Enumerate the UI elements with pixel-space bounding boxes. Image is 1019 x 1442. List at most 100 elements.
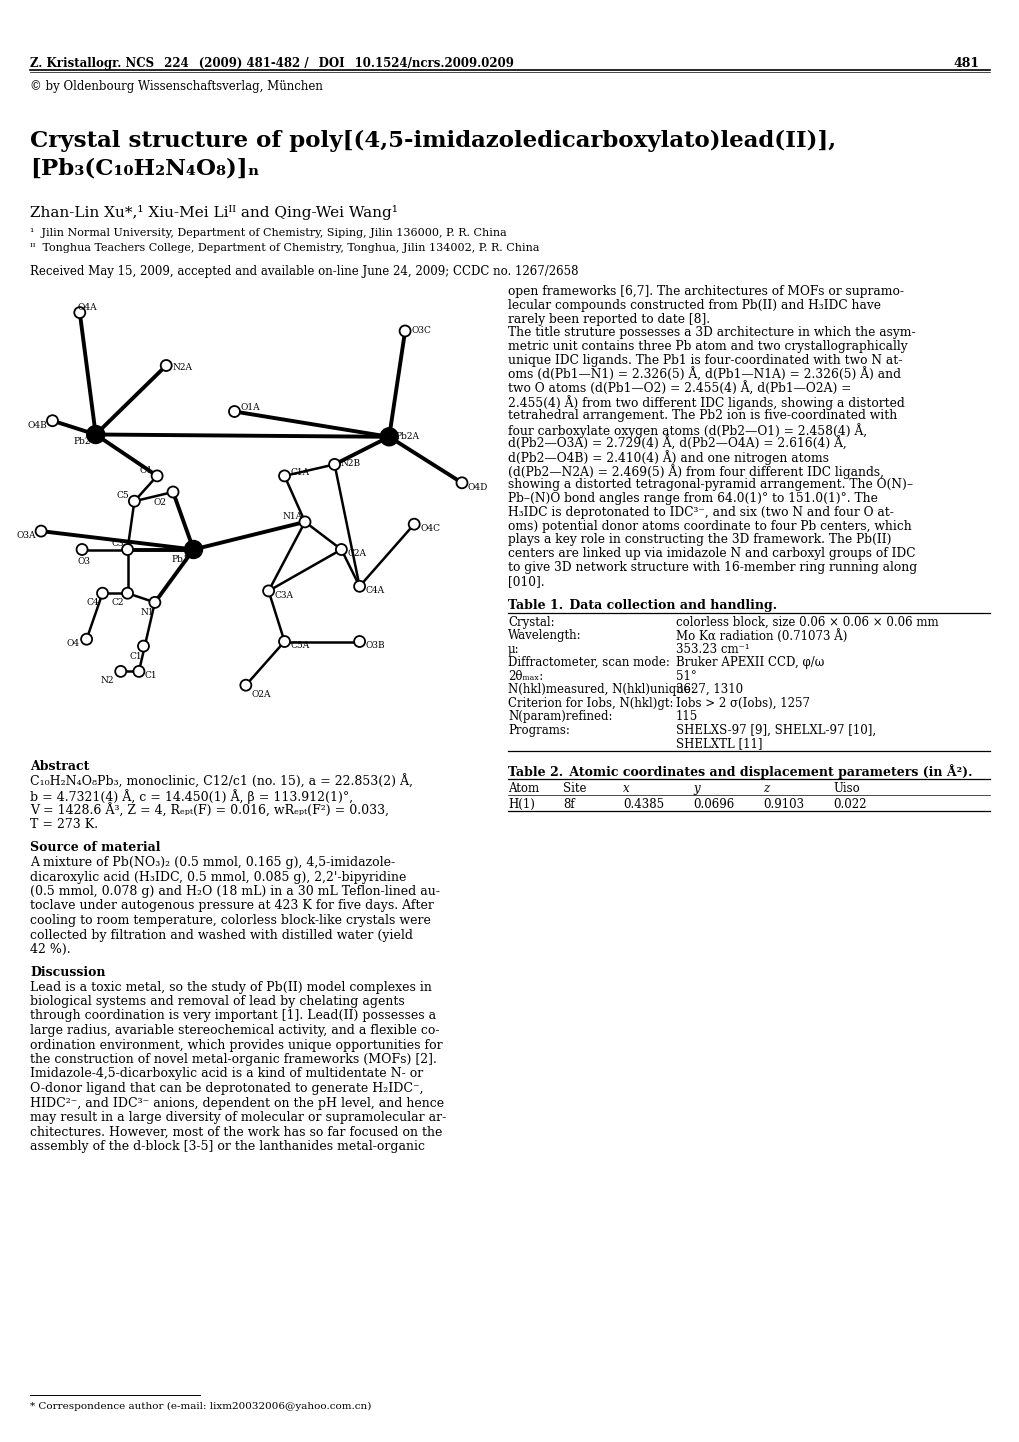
Text: H(1): H(1) — [507, 797, 534, 810]
Text: © by Oldenbourg Wissenschaftsverlag, München: © by Oldenbourg Wissenschaftsverlag, Mün… — [30, 79, 323, 92]
Text: [010].: [010]. — [507, 575, 544, 588]
Circle shape — [184, 541, 203, 558]
Text: N1: N1 — [141, 609, 154, 617]
Text: four carboxylate oxygen atoms (d(Pb2—O1) = 2.458(4) Å,: four carboxylate oxygen atoms (d(Pb2—O1)… — [507, 423, 866, 438]
Circle shape — [74, 307, 86, 319]
Text: through coordination is very important [1]. Lead(II) possesses a: through coordination is very important [… — [30, 1009, 436, 1022]
Text: 0.9103: 0.9103 — [762, 797, 803, 810]
Text: lecular compounds constructed from Pb(II) and H₃IDC have: lecular compounds constructed from Pb(II… — [507, 298, 880, 311]
Text: O3: O3 — [77, 558, 90, 567]
Text: SHELXTL [11]: SHELXTL [11] — [676, 737, 762, 750]
Text: 481: 481 — [953, 58, 979, 71]
Text: [Pb₃(C₁₀H₂N₄O₈)]ₙ: [Pb₃(C₁₀H₂N₄O₈)]ₙ — [30, 157, 259, 179]
Text: two O atoms (d(Pb1—O2) = 2.455(4) Å, d(Pb1—O2A) =: two O atoms (d(Pb1—O2) = 2.455(4) Å, d(P… — [507, 382, 851, 395]
Text: to give 3D network structure with 16-member ring running along: to give 3D network structure with 16-mem… — [507, 561, 916, 574]
Text: C2: C2 — [111, 598, 124, 607]
Circle shape — [36, 525, 47, 536]
Text: (d(Pb2—N2A) = 2.469(5) Å) from four different IDC ligands,: (d(Pb2—N2A) = 2.469(5) Å) from four diff… — [507, 464, 883, 479]
Text: Site: Site — [562, 782, 586, 795]
Circle shape — [300, 516, 310, 528]
Circle shape — [97, 588, 108, 598]
Text: Criterion for Iobs, N(hkl)gt:: Criterion for Iobs, N(hkl)gt: — [507, 696, 673, 709]
Text: cooling to room temperature, colorless block-like crystals were: cooling to room temperature, colorless b… — [30, 914, 430, 927]
Text: N1A: N1A — [282, 512, 303, 521]
Text: C1: C1 — [145, 672, 157, 681]
Text: oms) potential donor atoms coordinate to four Pb centers, which: oms) potential donor atoms coordinate to… — [507, 519, 911, 532]
Circle shape — [122, 544, 132, 555]
Text: 51°: 51° — [676, 669, 696, 682]
Text: 8f: 8f — [562, 797, 574, 810]
Text: x: x — [623, 782, 629, 795]
Text: N2B: N2B — [340, 460, 361, 469]
Circle shape — [47, 415, 58, 427]
Circle shape — [161, 360, 171, 371]
Text: showing a distorted tetragonal-pyramid arrangement. The O(N)–: showing a distorted tetragonal-pyramid a… — [507, 479, 912, 492]
Text: d(Pb2—O3A) = 2.729(4) Å, d(Pb2—O4A) = 2.616(4) Å,: d(Pb2—O3A) = 2.729(4) Å, d(Pb2—O4A) = 2.… — [507, 437, 846, 451]
Text: 0.022: 0.022 — [833, 797, 866, 810]
Text: b = 4.7321(4) Å, c = 14.450(1) Å, β = 113.912(1)°,: b = 4.7321(4) Å, c = 14.450(1) Å, β = 11… — [30, 790, 353, 805]
Text: toclave under autogenous pressure at 423 K for five days. After: toclave under autogenous pressure at 423… — [30, 900, 433, 913]
Text: Pb1: Pb1 — [171, 555, 189, 564]
Text: O4B: O4B — [28, 421, 47, 430]
Text: C3A: C3A — [274, 591, 293, 600]
Text: O3C: O3C — [411, 326, 431, 335]
Circle shape — [457, 477, 467, 489]
Circle shape — [263, 585, 274, 597]
Text: Uiso: Uiso — [833, 782, 859, 795]
Text: V = 1428.6 Å³, Z = 4, Rₑₚₜ(F) = 0.016, wRₑₚₜ(F²) = 0.033,: V = 1428.6 Å³, Z = 4, Rₑₚₜ(F) = 0.016, w… — [30, 805, 388, 818]
Text: 0.0696: 0.0696 — [692, 797, 734, 810]
Circle shape — [329, 459, 339, 470]
Text: Wavelength:: Wavelength: — [507, 629, 581, 642]
Text: assembly of the d-block [3-5] or the lanthanides metal-organic: assembly of the d-block [3-5] or the lan… — [30, 1141, 425, 1154]
Text: Crystal structure of poly[(4,5-imidazoledicarboxylato)lead(II)],: Crystal structure of poly[(4,5-imidazole… — [30, 130, 836, 151]
Text: chitectures. However, most of the work has so far focused on the: chitectures. However, most of the work h… — [30, 1126, 442, 1139]
Circle shape — [399, 326, 411, 336]
Text: plays a key role in constructing the 3D framework. The Pb(II): plays a key role in constructing the 3D … — [507, 534, 891, 547]
Text: 0.4385: 0.4385 — [623, 797, 663, 810]
Text: collected by filtration and washed with distilled water (yield: collected by filtration and washed with … — [30, 929, 413, 942]
Text: O4A: O4A — [77, 303, 97, 311]
Text: N2: N2 — [101, 676, 114, 685]
Circle shape — [138, 640, 149, 652]
Text: 42 %).: 42 %). — [30, 943, 70, 956]
Text: * Correspondence author (e-mail: lixm20032006@yahoo.com.cn): * Correspondence author (e-mail: lixm200… — [30, 1402, 371, 1412]
Text: μ:: μ: — [507, 643, 519, 656]
Text: d(Pb2—O4B) = 2.410(4) Å) and one nitrogen atoms: d(Pb2—O4B) = 2.410(4) Å) and one nitroge… — [507, 450, 828, 466]
Circle shape — [76, 544, 88, 555]
Text: C1A: C1A — [290, 467, 310, 477]
Text: Received May 15, 2009, accepted and available on-line June 24, 2009; CCDC no. 12: Received May 15, 2009, accepted and avai… — [30, 265, 578, 278]
Text: Zhan-Lin Xu*,¹ Xiu-Mei Liᴵᴵ and Qing-Wei Wang¹: Zhan-Lin Xu*,¹ Xiu-Mei Liᴵᴵ and Qing-Wei… — [30, 205, 397, 221]
Text: centers are linked up via imidazole N and carboxyl groups of IDC: centers are linked up via imidazole N an… — [507, 547, 915, 559]
Text: Imidazole-4,5-dicarboxylic acid is a kind of multidentate N- or: Imidazole-4,5-dicarboxylic acid is a kin… — [30, 1067, 423, 1080]
Text: Crystal:: Crystal: — [507, 616, 554, 629]
Text: large radius, avariable stereochemical activity, and a flexible co-: large radius, avariable stereochemical a… — [30, 1024, 439, 1037]
Text: Pb2A: Pb2A — [394, 431, 419, 441]
Text: T = 273 K.: T = 273 K. — [30, 819, 98, 832]
Text: O2A: O2A — [252, 691, 271, 699]
Text: Lead is a toxic metal, so the study of Pb(II) model complexes in: Lead is a toxic metal, so the study of P… — [30, 981, 431, 994]
Text: C5A: C5A — [290, 642, 310, 650]
Text: Mo Kα radiation (0.71073 Å): Mo Kα radiation (0.71073 Å) — [676, 629, 847, 643]
Text: (0.5 mmol, 0.078 g) and H₂O (18 mL) in a 30 mL Teflon-lined au-: (0.5 mmol, 0.078 g) and H₂O (18 mL) in a… — [30, 885, 439, 898]
Text: H₃IDC is deprotonated to IDC³⁻, and six (two N and four O at-: H₃IDC is deprotonated to IDC³⁻, and six … — [507, 506, 893, 519]
Text: ᴵᴵ  Tonghua Teachers College, Department of Chemistry, Tonghua, Jilin 134002, P.: ᴵᴵ Tonghua Teachers College, Department … — [30, 244, 539, 252]
Text: N(hkl)measured, N(hkl)unique:: N(hkl)measured, N(hkl)unique: — [507, 684, 694, 696]
Text: z: z — [762, 782, 768, 795]
Text: rarely been reported to date [8].: rarely been reported to date [8]. — [507, 313, 709, 326]
Text: 353.23 cm⁻¹: 353.23 cm⁻¹ — [676, 643, 749, 656]
Circle shape — [279, 636, 289, 647]
Text: Discussion: Discussion — [30, 966, 105, 979]
Circle shape — [133, 666, 145, 676]
Text: C4: C4 — [87, 598, 99, 607]
Circle shape — [409, 519, 419, 529]
Text: Pb2: Pb2 — [73, 437, 91, 446]
Text: C₁₀H₂N₄O₈Pb₃, monoclinic, C12/c1 (no. 15), a = 22.853(2) Å,: C₁₀H₂N₄O₈Pb₃, monoclinic, C12/c1 (no. 15… — [30, 774, 413, 789]
Text: dicaroxylic acid (H₃IDC, 0.5 mmol, 0.085 g), 2,2'-bipyridine: dicaroxylic acid (H₃IDC, 0.5 mmol, 0.085… — [30, 871, 406, 884]
Circle shape — [87, 425, 105, 444]
Circle shape — [279, 470, 289, 482]
Text: Programs:: Programs: — [507, 724, 570, 737]
Text: ordination environment, which provides unique opportunities for: ordination environment, which provides u… — [30, 1038, 442, 1051]
Text: A mixture of Pb(NO₃)₂ (0.5 mmol, 0.165 g), 4,5-imidazole-: A mixture of Pb(NO₃)₂ (0.5 mmol, 0.165 g… — [30, 857, 394, 870]
Text: O4: O4 — [66, 639, 79, 649]
Text: y: y — [692, 782, 699, 795]
